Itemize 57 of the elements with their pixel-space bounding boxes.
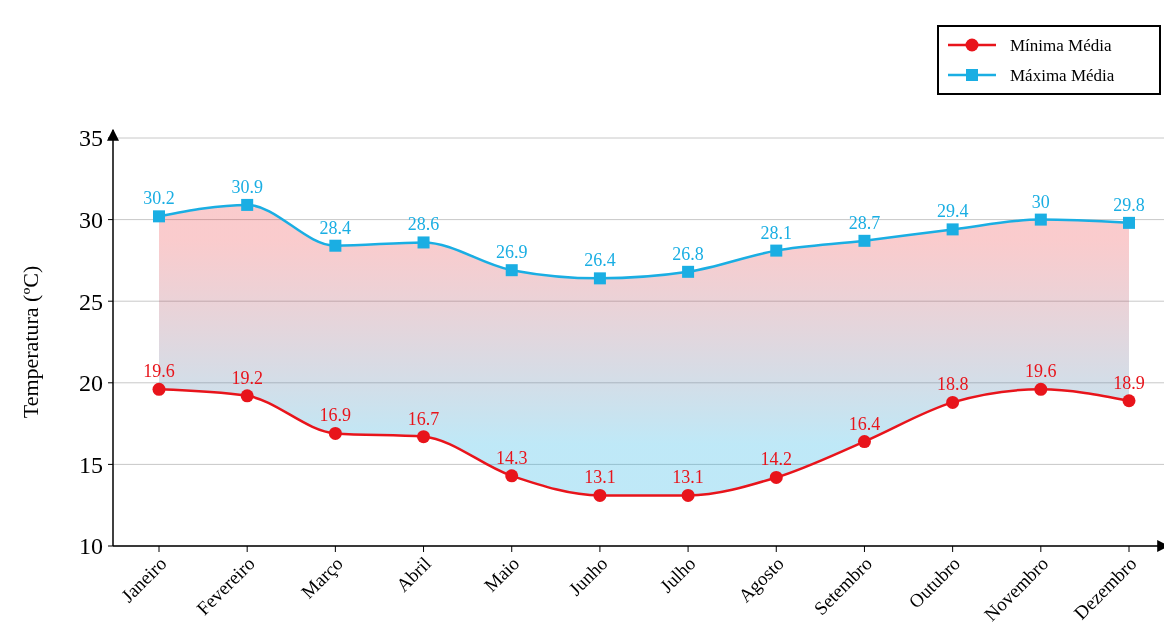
point [857, 435, 871, 449]
legend-label: Máxima Média [1010, 65, 1115, 85]
data-label: 16.9 [319, 405, 352, 426]
data-label: 26.8 [672, 243, 704, 264]
data-label: 19.2 [231, 367, 263, 388]
data-label: 30.9 [231, 176, 263, 197]
y-tick-label: 10 [79, 533, 103, 560]
point [417, 236, 430, 249]
point [770, 244, 783, 257]
y-tick-label: 15 [79, 451, 103, 478]
y-tick-label: 25 [79, 288, 103, 315]
data-label: 14.3 [495, 447, 528, 468]
data-label: 29.8 [1113, 194, 1145, 215]
data-label: 16.7 [407, 408, 440, 429]
point [769, 470, 783, 484]
point [1034, 213, 1047, 226]
data-label: 16.4 [848, 413, 881, 434]
data-label: 28.6 [407, 214, 440, 235]
data-label: 18.9 [1113, 372, 1145, 393]
point [681, 488, 695, 502]
point [593, 272, 606, 285]
data-label: 28.7 [848, 212, 881, 233]
y-tick-label: 20 [79, 370, 103, 397]
y-tick-label: 30 [79, 207, 103, 233]
point [593, 488, 607, 502]
point [241, 198, 254, 211]
point [328, 426, 342, 440]
point [1123, 216, 1135, 229]
point [153, 210, 165, 223]
data-label: 26.4 [584, 250, 616, 271]
point [505, 469, 519, 483]
point [1122, 394, 1136, 408]
point [417, 430, 431, 444]
data-label: 18.8 [936, 374, 969, 395]
point [858, 234, 871, 247]
data-label: 30.2 [143, 188, 175, 209]
data-label: 28.1 [760, 222, 793, 243]
y-axis-title: Temperatura (ºC) [18, 265, 43, 419]
data-label: 13.1 [584, 467, 616, 488]
point [682, 265, 695, 278]
point [240, 389, 254, 403]
data-label: 30 [1031, 191, 1050, 212]
data-label: 28.4 [319, 217, 352, 238]
data-label: 19.6 [143, 361, 175, 382]
point [152, 382, 166, 396]
point [946, 223, 959, 236]
legend-label: Mínima Média [1010, 35, 1112, 55]
point [946, 395, 960, 409]
data-label: 14.2 [760, 449, 793, 470]
data-label: 19.6 [1025, 361, 1057, 382]
point [505, 264, 518, 277]
y-tick-label: 35 [79, 125, 103, 152]
point [1034, 382, 1048, 396]
point [329, 239, 342, 252]
data-label: 29.4 [936, 201, 969, 222]
data-label: 13.1 [672, 467, 704, 488]
data-label: 26.9 [495, 242, 528, 263]
